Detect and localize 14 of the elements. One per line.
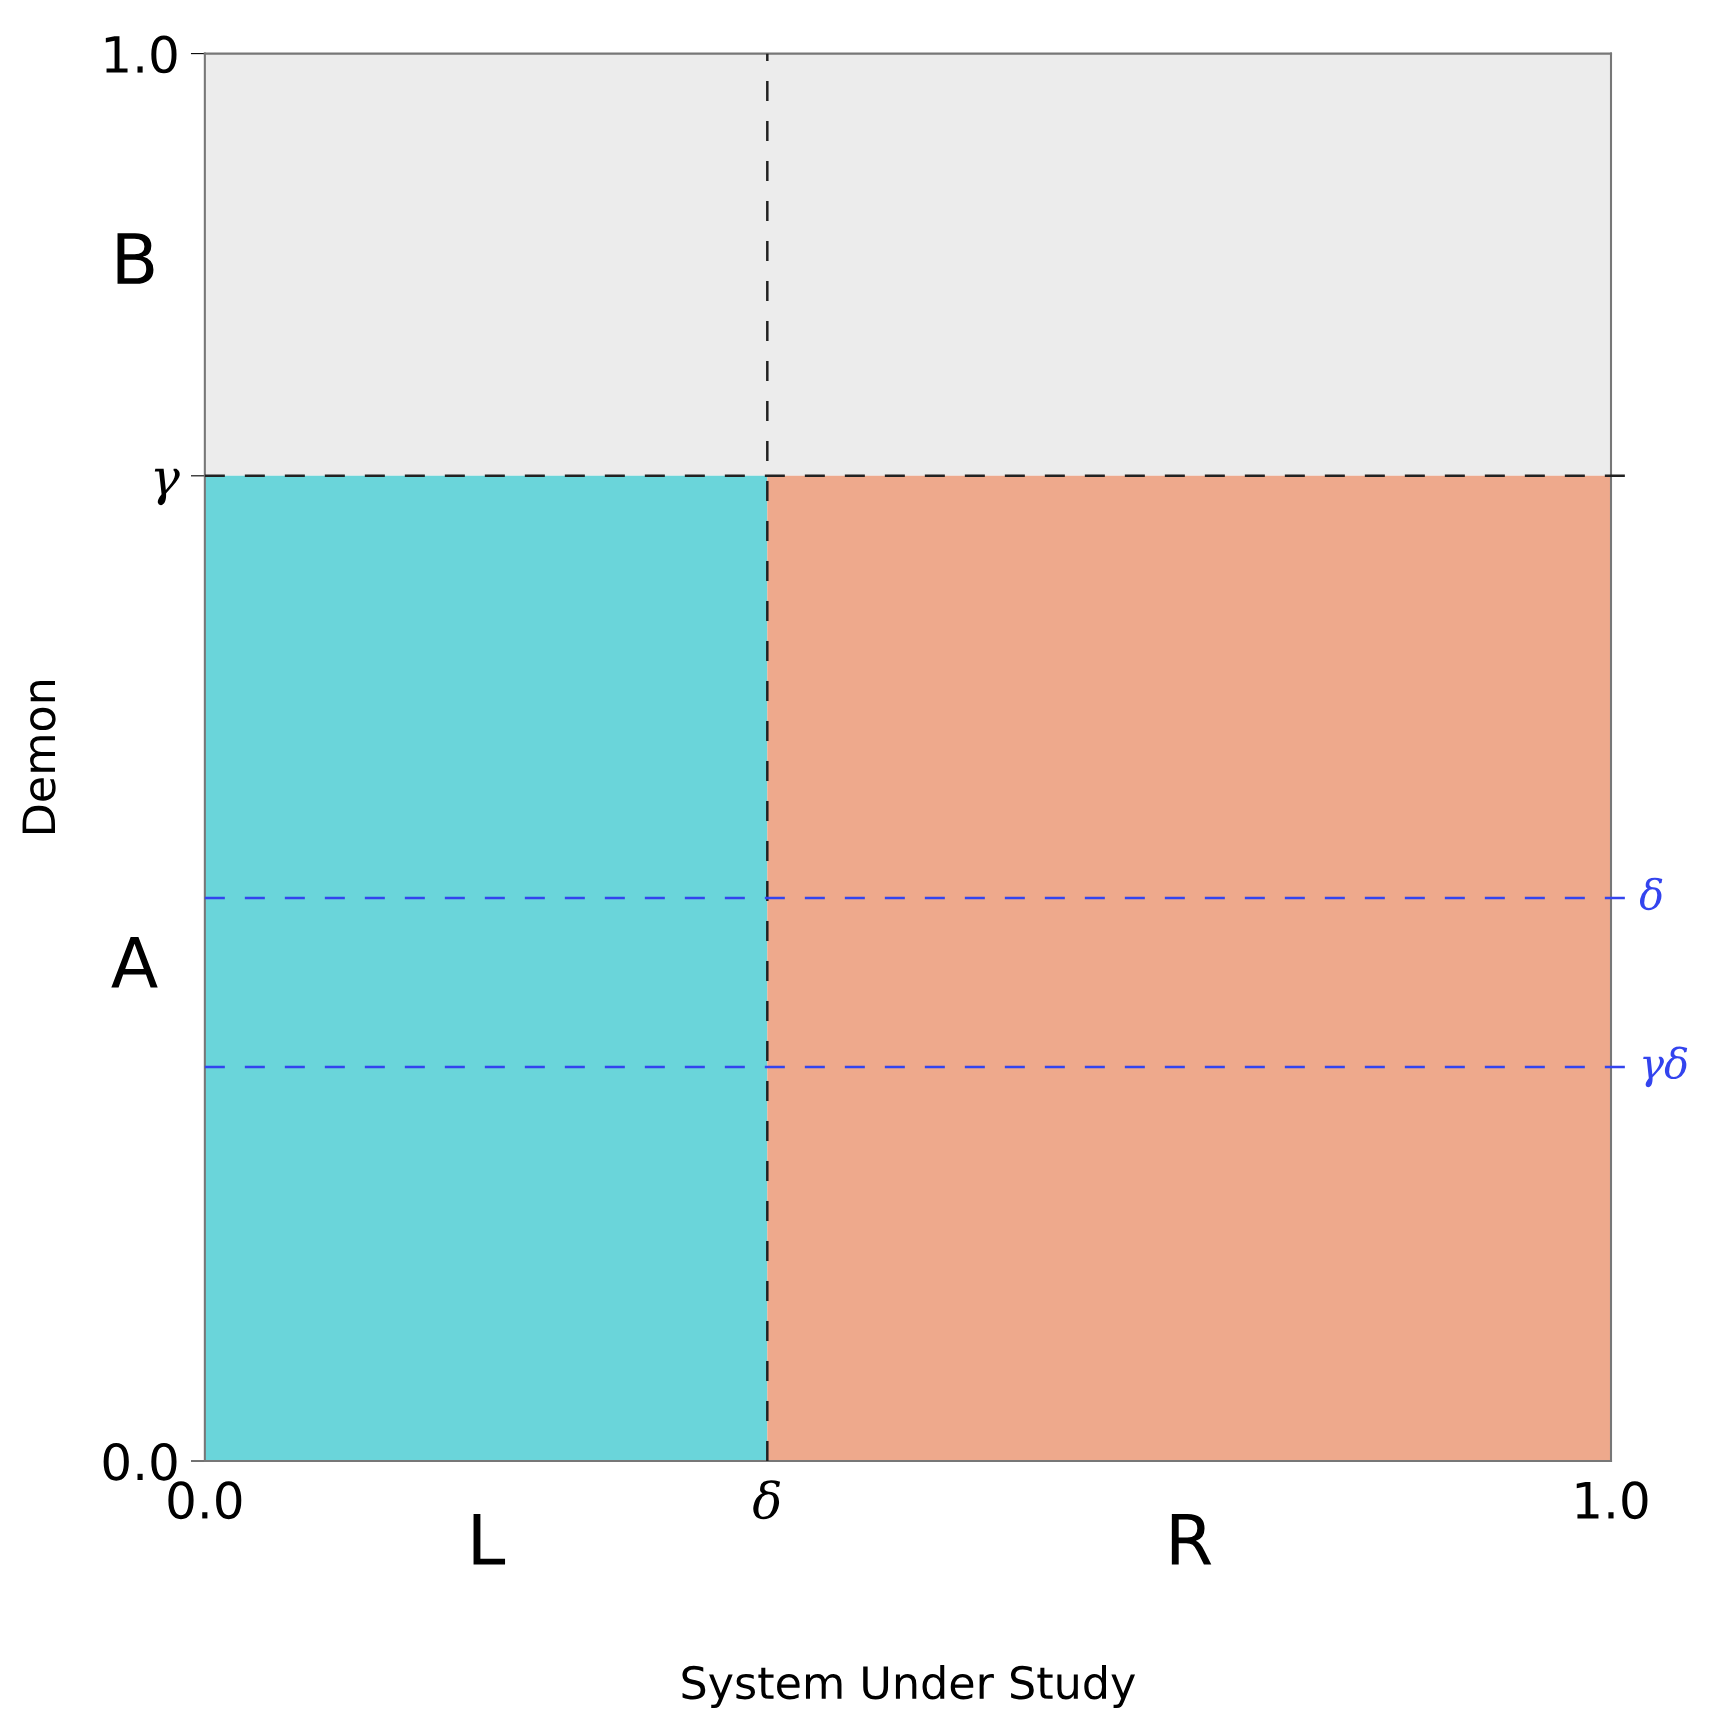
x-tick-label: 0.0 [168,1481,242,1520]
x-tick-label: 1.0 [1576,1481,1648,1520]
ref-line-label: γδ [1643,1046,1688,1088]
ref-line-label: δ [1639,877,1663,911]
y-axis-title: Demon [22,680,56,834]
x-tick-label: δ [753,1480,781,1520]
y-tick-label: 1.0 [105,35,177,74]
y-tick-label: γ [154,468,180,506]
series-label: L [473,1513,506,1565]
band-label: B [117,233,154,284]
series-label: R [1171,1513,1212,1565]
x-axis-title: System Under Study [682,1665,1136,1709]
y-tick-label: 0.0 [103,1442,177,1481]
text: A [111,936,158,988]
